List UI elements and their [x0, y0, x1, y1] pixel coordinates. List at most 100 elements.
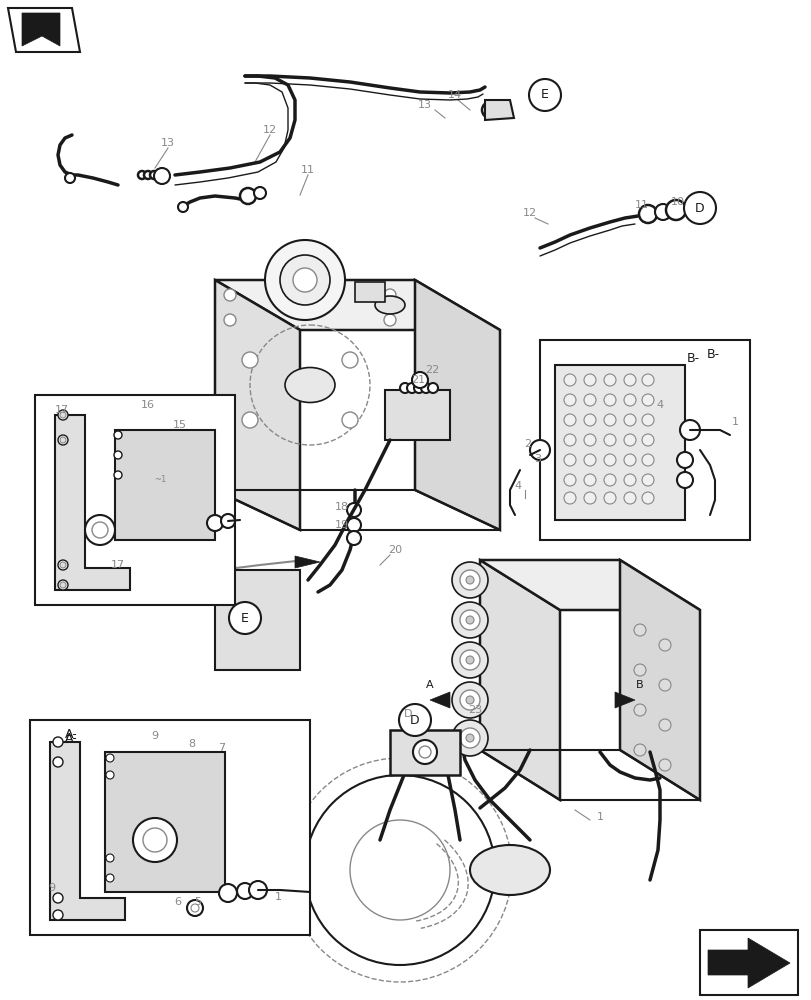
Ellipse shape [375, 296, 405, 314]
Circle shape [603, 394, 616, 406]
Circle shape [150, 171, 158, 179]
Circle shape [346, 518, 361, 532]
Circle shape [58, 580, 68, 590]
Bar [354, 282, 384, 302]
Circle shape [249, 881, 267, 899]
Circle shape [418, 746, 431, 758]
Circle shape [460, 728, 479, 748]
Circle shape [683, 192, 715, 224]
Text: 9: 9 [151, 731, 158, 741]
Bar [699, 930, 797, 995]
Bar [115, 430, 215, 540]
Circle shape [466, 734, 474, 742]
Circle shape [280, 255, 329, 305]
Text: B-: B- [706, 349, 719, 361]
Text: 8: 8 [188, 739, 195, 749]
Circle shape [603, 454, 616, 466]
Circle shape [564, 374, 575, 386]
Circle shape [654, 204, 670, 220]
Circle shape [466, 696, 474, 704]
Polygon shape [479, 560, 699, 610]
Text: 17: 17 [111, 560, 125, 570]
Circle shape [411, 372, 427, 388]
Circle shape [114, 431, 122, 439]
Polygon shape [294, 556, 320, 568]
Circle shape [633, 744, 646, 756]
Circle shape [659, 719, 670, 731]
Circle shape [106, 854, 114, 862]
Circle shape [452, 562, 487, 598]
Circle shape [207, 515, 223, 531]
Circle shape [452, 720, 487, 756]
Polygon shape [414, 280, 500, 530]
Text: B: B [635, 680, 643, 690]
Circle shape [623, 492, 635, 504]
Circle shape [676, 472, 692, 488]
Circle shape [144, 171, 152, 179]
Text: 11: 11 [634, 200, 648, 210]
Circle shape [219, 884, 237, 902]
Circle shape [414, 383, 423, 393]
Bar [389, 730, 460, 775]
Circle shape [427, 383, 437, 393]
Circle shape [229, 602, 260, 634]
Text: 12: 12 [263, 125, 277, 135]
Circle shape [583, 454, 595, 466]
Circle shape [603, 474, 616, 486]
Circle shape [452, 682, 487, 718]
Circle shape [237, 883, 253, 899]
Circle shape [53, 893, 63, 903]
Ellipse shape [285, 367, 335, 402]
Circle shape [384, 314, 396, 326]
Circle shape [346, 531, 361, 545]
Circle shape [156, 171, 164, 179]
Circle shape [452, 642, 487, 678]
Circle shape [528, 79, 560, 111]
Circle shape [642, 394, 653, 406]
Circle shape [623, 434, 635, 446]
Circle shape [564, 474, 575, 486]
Circle shape [564, 454, 575, 466]
Circle shape [564, 434, 575, 446]
Text: 7: 7 [218, 743, 225, 753]
Circle shape [564, 394, 575, 406]
Text: 14: 14 [448, 90, 461, 100]
Circle shape [106, 874, 114, 882]
Circle shape [603, 374, 616, 386]
Text: 10: 10 [670, 197, 684, 207]
Text: D: D [403, 709, 412, 719]
Text: 13: 13 [161, 138, 175, 148]
Circle shape [633, 664, 646, 676]
Circle shape [642, 414, 653, 426]
Circle shape [60, 412, 66, 418]
Circle shape [583, 414, 595, 426]
Circle shape [264, 240, 345, 320]
Circle shape [633, 624, 646, 636]
Circle shape [178, 202, 188, 212]
Circle shape [603, 492, 616, 504]
Text: 5: 5 [195, 897, 201, 907]
Circle shape [224, 289, 236, 301]
Circle shape [642, 374, 653, 386]
Circle shape [346, 503, 361, 517]
Circle shape [452, 602, 487, 638]
Circle shape [460, 570, 479, 590]
Circle shape [114, 451, 122, 459]
Circle shape [58, 410, 68, 420]
Text: B-: B- [686, 352, 699, 364]
Text: A-: A- [65, 728, 78, 742]
Bar [215, 570, 299, 670]
Text: 1: 1 [274, 892, 281, 902]
Circle shape [676, 452, 692, 468]
Circle shape [659, 639, 670, 651]
Text: 19: 19 [334, 520, 349, 530]
Circle shape [460, 610, 479, 630]
Text: 1: 1 [596, 812, 603, 822]
Circle shape [466, 656, 474, 664]
Polygon shape [479, 560, 560, 800]
Text: 11: 11 [301, 165, 315, 175]
Circle shape [341, 412, 358, 428]
Bar [539, 340, 749, 540]
Text: D: D [694, 202, 704, 215]
Circle shape [293, 268, 316, 292]
